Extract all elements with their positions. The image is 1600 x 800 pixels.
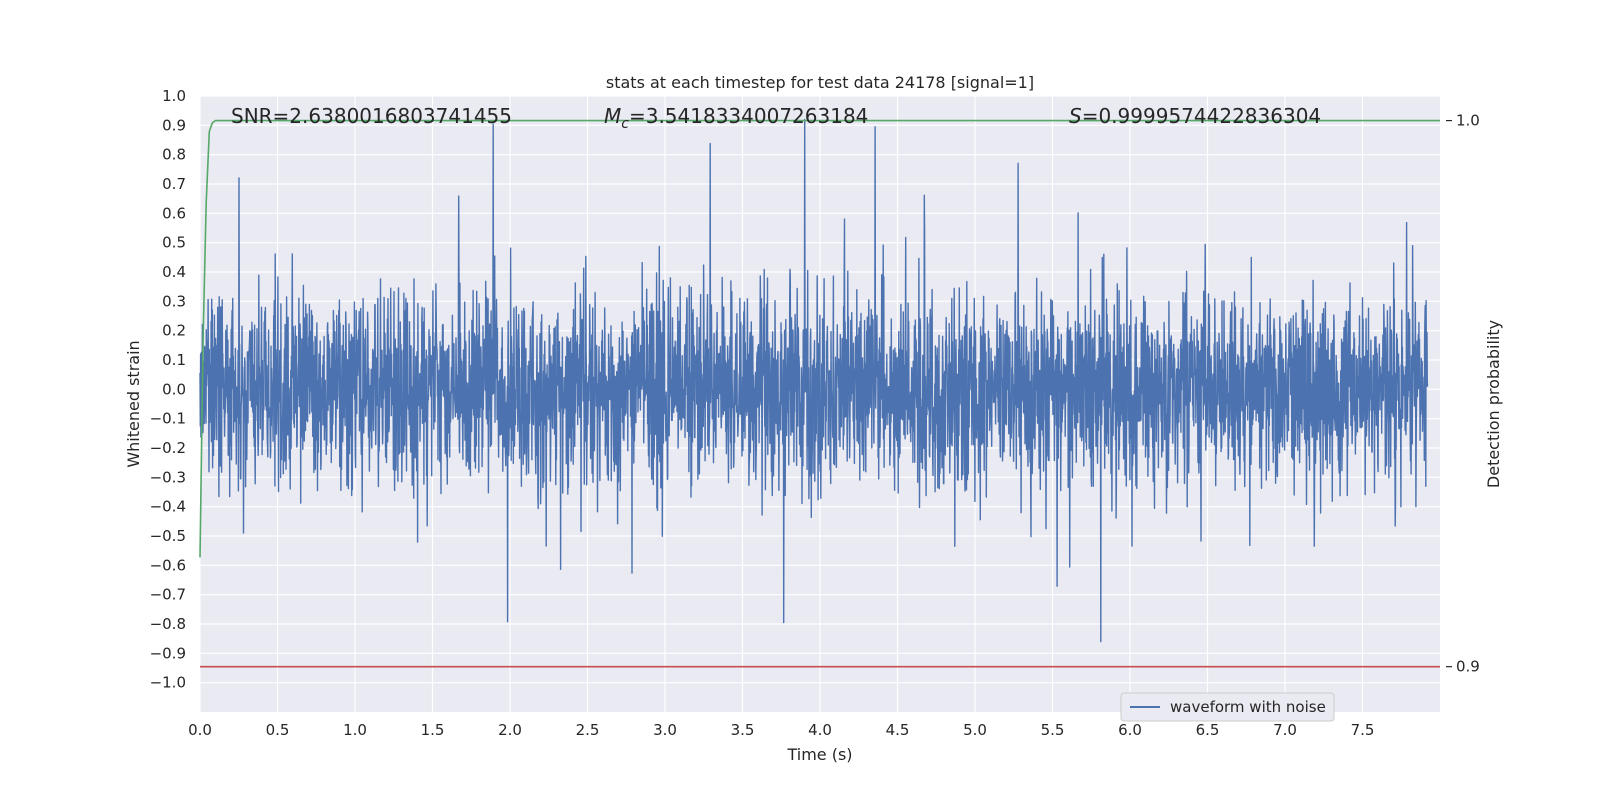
y-tick-label: −0.5 [150,527,186,545]
y-axis-label: Whitened strain [124,340,143,467]
y-tick-label: 0.9 [162,116,186,134]
x-tick-label: 2.0 [498,721,522,739]
y-tick-label: 0.3 [162,292,186,310]
y-ticks: 1.0 0.9 0.8 0.7 0.6 0.5 0.4 0.3 0.2 0.1 0.0 −0.1 −0.… [150,87,186,692]
y-tick-label: 0.1 [162,351,186,369]
y-tick-label: −0.6 [150,556,186,574]
y-tick-label: −0.8 [150,615,186,633]
y-tick-label: −0.3 [150,468,186,486]
y-tick-label: −0.1 [150,410,186,428]
detection-probability-line [199,119,1440,558]
y-right-ticks: 1.0 0.9 [1446,112,1480,676]
y-right-tick-label: 1.0 [1456,112,1480,130]
snr-annotation: SNR=2.6380016803741455 [231,104,512,128]
x-tick-label: 3.5 [731,721,755,739]
s-symbol: S [1069,104,1082,128]
x-tick-label: 2.5 [576,721,600,739]
s-value: =0.9999574422836304 [1082,104,1321,128]
y-tick-label: −0.2 [150,439,186,457]
y-tick-label: 0.6 [162,204,186,222]
mc-subscript: c [621,116,629,132]
y-tick-label: −0.7 [150,586,186,604]
x-ticks: 0.0 0.5 1.0 1.5 2.0 2.5 3.0 3.5 4.0 4.5 5.0 5.5 6.0 6… [188,721,1374,739]
legend-box [1120,692,1335,722]
x-tick-label: 7.0 [1273,721,1297,739]
x-tick-label: 5.5 [1041,721,1065,739]
x-tick-label: 1.0 [343,721,367,739]
y-tick-label: −1.0 [150,674,186,692]
s-annotation: S=0.9999574422836304 [1069,104,1321,128]
y-tick-label: 0.5 [162,234,186,252]
x-axis-label: Time (s) [786,745,852,764]
x-tick-label: 1.5 [421,721,445,739]
x-tick-label: 7.5 [1351,721,1375,739]
y-tick-label: 0.0 [162,380,186,398]
series-layer [199,118,1440,668]
waveform-line [199,118,1429,643]
legend: waveform with noise [1120,692,1335,722]
x-tick-label: 0.5 [266,721,290,739]
x-tick-label: 0.0 [188,721,212,739]
x-tick-label: 4.0 [808,721,832,739]
legend-label: waveform with noise [1170,698,1326,716]
y-tick-label: −0.4 [150,498,186,516]
y-tick-label: 1.0 [162,87,186,105]
y-tick-label: 0.7 [162,175,186,193]
x-tick-label: 3.0 [653,721,677,739]
x-tick-label: 6.0 [1118,721,1142,739]
x-tick-label: 5.0 [963,721,987,739]
y-tick-label: 0.8 [162,146,186,164]
mc-annotation: Mc=3.5418334007263184 [604,104,868,132]
chart-title: stats at each timestep for test data 241… [606,73,1034,92]
y-right-tick-label: 0.9 [1456,658,1480,676]
y-tick-label: −0.9 [150,644,186,662]
y-tick-label: 0.4 [162,263,186,281]
y-right-axis-label: Detection probability [1484,320,1503,488]
x-tick-label: 4.5 [886,721,910,739]
mc-symbol: M [604,104,621,128]
x-tick-label: 6.5 [1196,721,1220,739]
mc-value: =3.5418334007263184 [629,104,868,128]
y-tick-label: 0.2 [162,322,186,340]
